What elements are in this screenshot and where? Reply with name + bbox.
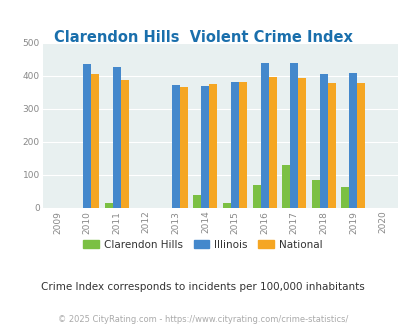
Bar bbox=[222, 203, 230, 208]
Bar bbox=[193, 195, 201, 208]
Bar bbox=[268, 77, 276, 208]
Bar bbox=[201, 86, 209, 208]
Text: © 2025 CityRating.com - https://www.cityrating.com/crime-statistics/: © 2025 CityRating.com - https://www.city… bbox=[58, 315, 347, 324]
Bar bbox=[171, 85, 179, 208]
Bar bbox=[281, 165, 290, 208]
Bar bbox=[120, 80, 128, 208]
Bar bbox=[327, 83, 335, 208]
Bar bbox=[91, 74, 99, 208]
Bar bbox=[356, 83, 364, 208]
Bar bbox=[239, 82, 246, 208]
Text: Clarendon Hills  Violent Crime Index: Clarendon Hills Violent Crime Index bbox=[53, 30, 352, 45]
Bar bbox=[260, 63, 268, 208]
Bar bbox=[83, 64, 91, 208]
Bar bbox=[209, 84, 217, 208]
Bar bbox=[290, 63, 298, 208]
Text: Crime Index corresponds to incidents per 100,000 inhabitants: Crime Index corresponds to incidents per… bbox=[41, 282, 364, 292]
Bar bbox=[341, 187, 349, 208]
Bar bbox=[319, 74, 327, 208]
Bar bbox=[252, 185, 260, 208]
Bar bbox=[104, 203, 112, 208]
Bar bbox=[112, 67, 120, 208]
Bar bbox=[349, 73, 356, 208]
Bar bbox=[179, 87, 188, 208]
Bar bbox=[230, 82, 239, 208]
Bar bbox=[311, 180, 319, 208]
Legend: Clarendon Hills, Illinois, National: Clarendon Hills, Illinois, National bbox=[79, 236, 326, 254]
Bar bbox=[298, 78, 305, 208]
